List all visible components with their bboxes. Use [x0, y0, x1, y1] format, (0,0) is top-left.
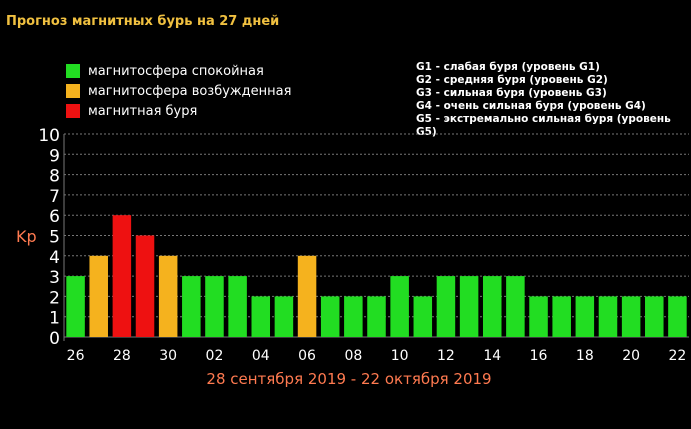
legend-item-calm: магнитосфера спокойная: [66, 61, 291, 81]
x-tick-label: 02: [206, 348, 224, 364]
bar-day-14: [367, 296, 386, 337]
x-tick-label: 18: [576, 348, 594, 364]
x-tick-label: 04: [252, 348, 270, 364]
bar-day-24: [598, 296, 618, 337]
x-tick-label: 10: [391, 348, 409, 364]
storm-level-legend: G1 - слабая буря (уровень G1) G2 - средн…: [416, 61, 691, 139]
legend-label-excited: магнитосфера возбужденная: [88, 83, 292, 99]
legend-label-storm: магнитная буря: [88, 103, 198, 119]
legend-swatch-storm: [66, 104, 80, 118]
y-tick-label: 6: [49, 207, 60, 227]
bar-day-8: [228, 276, 247, 337]
y-tick-label: 9: [49, 146, 60, 166]
y-tick-label: 4: [49, 248, 60, 268]
bar-day-20: [506, 276, 525, 337]
x-tick-label: 16: [530, 348, 548, 364]
bar-day-27: [668, 296, 687, 337]
bar-day-10: [274, 296, 294, 337]
bar-day-15: [390, 276, 409, 337]
bar-day-26: [645, 296, 664, 337]
bar-day-25: [621, 296, 641, 337]
x-tick-label: 26: [67, 348, 85, 364]
y-tick-label: 1: [49, 309, 60, 329]
bar-day-11: [297, 255, 317, 337]
bar-day-22: [552, 296, 571, 337]
activity-legend: магнитосфера спокойная магнитосфера возб…: [66, 61, 291, 121]
x-tick-label: 22: [669, 348, 687, 364]
bar-day-3: [112, 215, 132, 337]
y-tick-label: 10: [38, 126, 60, 146]
x-tick-label: 14: [483, 348, 501, 364]
chart-title: Прогноз магнитных бурь на 27 дней: [6, 14, 280, 29]
x-tick-label: 20: [622, 348, 640, 364]
bar-day-7: [205, 276, 224, 337]
legend-swatch-calm: [66, 64, 80, 78]
y-tick-label: 3: [49, 268, 60, 288]
bar-day-4: [135, 235, 155, 337]
legend-label-calm: магнитосфера спокойная: [88, 63, 264, 79]
bar-day-16: [413, 296, 433, 337]
bar-day-6: [182, 276, 201, 337]
g-level-2: G2 - средняя буря (уровень G2): [416, 74, 608, 86]
bar-day-1: [66, 276, 85, 337]
legend-item-storm: магнитная буря: [66, 101, 291, 121]
g-level-5: G5 - экстремально сильная буря (уровень …: [416, 113, 671, 138]
bar-day-19: [482, 276, 502, 337]
x-axis-label: 28 сентября 2019 - 22 октября 2019: [206, 370, 491, 388]
bar-day-17: [436, 276, 456, 337]
g-level-4: G4 - очень сильная буря (уровень G4): [416, 100, 646, 112]
y-tick-label: 8: [49, 167, 60, 187]
bar-day-23: [575, 296, 595, 337]
legend-swatch-excited: [66, 84, 80, 98]
bar-day-9: [251, 296, 271, 337]
x-tick-label: 28: [113, 348, 131, 364]
bar-day-21: [529, 296, 548, 337]
bar-day-5: [158, 255, 178, 337]
y-tick-label: 5: [49, 228, 60, 248]
g-level-3: G3 - сильная буря (уровень G3): [416, 87, 607, 99]
x-tick-label: 12: [437, 348, 455, 364]
bar-day-2: [89, 255, 108, 337]
x-tick-label: 06: [298, 348, 316, 364]
g-level-1: G1 - слабая буря (уровень G1): [416, 61, 600, 73]
y-tick-label: 0: [49, 329, 60, 349]
bar-day-12: [320, 296, 340, 337]
bar-day-13: [344, 296, 363, 337]
y-axis-label: Kp: [16, 227, 37, 246]
x-tick-label: 30: [159, 348, 177, 364]
legend-item-excited: магнитосфера возбужденная: [66, 81, 291, 101]
y-tick-label: 7: [49, 187, 60, 207]
x-tick-label: 08: [344, 348, 362, 364]
bar-day-18: [459, 276, 479, 337]
y-tick-label: 2: [49, 288, 60, 308]
